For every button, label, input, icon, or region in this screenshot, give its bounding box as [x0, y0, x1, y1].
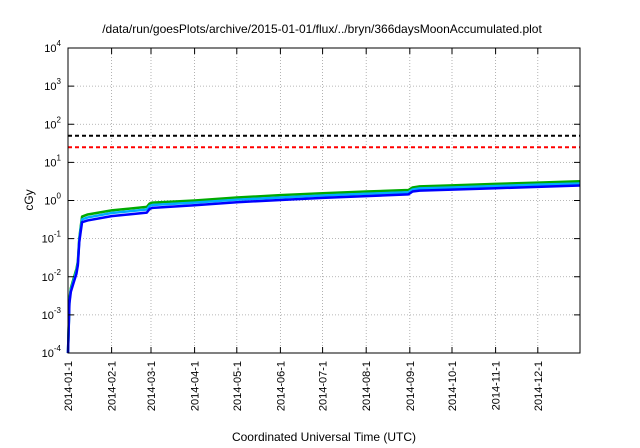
y-tick-label: 103 [44, 77, 61, 93]
y-tick-label-exponent: 2 [57, 115, 62, 124]
y-tick-label: 102 [44, 115, 61, 131]
x-tick-label: 2014-01-1 [63, 361, 75, 411]
x-axis: 2014-01-1 2014-02-1 2014-03-1 2014-04-1 2014… [63, 48, 545, 411]
x-tick-label: 2014-09-1 [405, 361, 417, 411]
x-tick-label: 2014-11-1 [491, 361, 503, 410]
y-tick-label-base: 10 [44, 196, 56, 208]
y-tick-label-base: 10 [44, 119, 56, 131]
series-line [66, 184, 581, 354]
x-axis-label: Coordinated Universal Time (UTC) [232, 430, 416, 444]
y-tick-label-base: 10 [42, 234, 54, 246]
x-tick-label: 2014-10-1 [447, 361, 459, 411]
y-tick-label-exponent: -3 [54, 306, 62, 315]
y-axis-label: cGy [22, 189, 36, 210]
x-tick-label: 2014-03-1 [146, 361, 158, 411]
grid [68, 48, 580, 353]
series-group [66, 179, 581, 354]
x-tick-label: 2014-04-1 [190, 361, 202, 411]
y-tick-label-exponent: 3 [57, 77, 62, 86]
chart-title: /data/run/goesPlots/archive/2015-01-01/f… [102, 22, 542, 36]
reference-lines [68, 134, 580, 149]
x-tick-label: 2014-06-1 [275, 361, 287, 411]
y-tick-label-exponent: -2 [54, 268, 62, 277]
y-tick-label-base: 10 [44, 81, 56, 93]
series-line [66, 179, 581, 354]
x-tick-label: 2014-12-1 [533, 361, 545, 411]
y-tick-label-base: 10 [44, 157, 56, 169]
y-tick-label-base: 10 [42, 310, 54, 322]
y-tick-label-exponent: 0 [57, 192, 62, 201]
y-tick-label-exponent: 4 [57, 39, 62, 48]
y-tick-label: 100 [44, 192, 61, 208]
y-tick-label-base: 10 [42, 272, 54, 284]
y-tick-label: 10-4 [42, 344, 62, 360]
x-tick-label: 2014-02-1 [107, 361, 119, 411]
y-tick-label-exponent: -1 [54, 230, 62, 239]
x-tick-label: 2014-08-1 [361, 361, 373, 411]
y-tick-label-base: 10 [42, 348, 54, 360]
y-tick-label: 101 [44, 153, 61, 169]
y-tick-label-exponent: -4 [54, 344, 62, 353]
y-tick-label: 104 [44, 39, 61, 55]
y-tick-label-base: 10 [44, 43, 56, 55]
series-line [66, 182, 581, 354]
x-tick-label: 2014-05-1 [232, 361, 244, 411]
y-tick-label: 10-2 [42, 268, 62, 284]
x-tick-label: 2014-07-1 [318, 361, 330, 411]
y-tick-label-exponent: 1 [57, 153, 62, 162]
y-tick-label: 10-3 [42, 306, 62, 322]
y-tick-label: 10-1 [42, 230, 62, 246]
